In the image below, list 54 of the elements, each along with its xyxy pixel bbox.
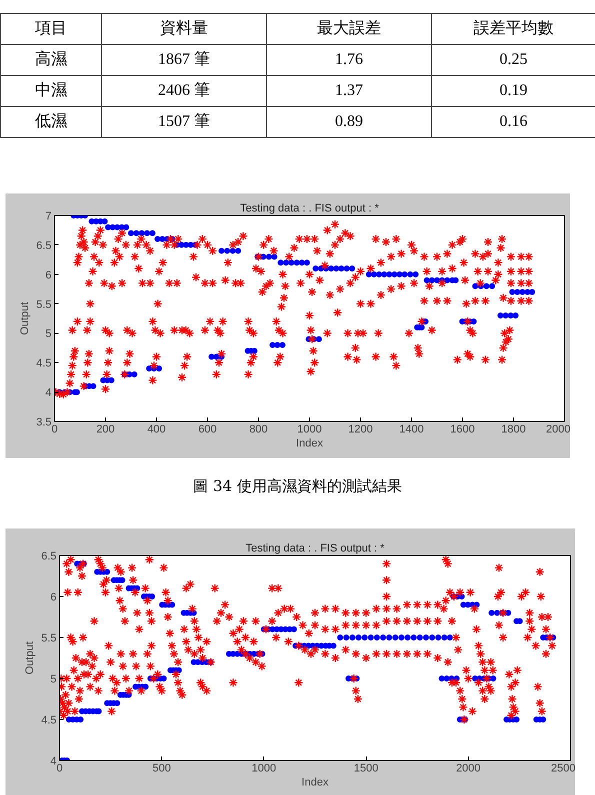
x-tick-label: 400 bbox=[147, 424, 166, 436]
y-tick-label: 6.5 bbox=[41, 550, 57, 562]
x-tick-label: 1200 bbox=[348, 424, 373, 436]
chart-title: Testing data : . FIS output : * bbox=[246, 542, 386, 554]
y-tick-label: 4 bbox=[45, 387, 52, 400]
x-tick-label: 800 bbox=[249, 424, 268, 436]
x-tick-label: 200 bbox=[96, 424, 115, 436]
y-tick-label: 5.5 bbox=[36, 298, 52, 311]
y-tick-label: 4.5 bbox=[41, 714, 57, 726]
y-tick-label: 4.5 bbox=[36, 358, 52, 370]
x-tick-label: 1800 bbox=[501, 424, 526, 436]
x-tick-label: 600 bbox=[198, 424, 217, 436]
category-label: 高濕 bbox=[35, 50, 67, 68]
y-axis-title: Output bbox=[19, 302, 32, 336]
chart-title: Testing data : . FIS output : * bbox=[240, 202, 380, 214]
x-tick-label: 1500 bbox=[354, 762, 378, 774]
x-axis-title: Index bbox=[302, 776, 329, 788]
y-tick-label: 5.5 bbox=[41, 632, 57, 644]
y-tick-label: 4 bbox=[50, 756, 57, 768]
text: 0.89 bbox=[335, 112, 363, 130]
category-label: 資料量 bbox=[102, 14, 266, 44]
x-tick-label: 500 bbox=[152, 762, 171, 774]
x-tick-label: 2000 bbox=[546, 424, 571, 436]
text: 0.25 bbox=[500, 50, 528, 68]
category-label: 低濕 bbox=[35, 112, 67, 130]
x-tick-label: 1000 bbox=[252, 762, 276, 774]
x-tick-label: 2500 bbox=[551, 762, 576, 774]
x-axis-title: Index bbox=[296, 438, 324, 450]
y-axis-title: Output bbox=[24, 641, 36, 675]
x-tick-label: 1000 bbox=[297, 424, 322, 436]
category-label: 中濕 bbox=[35, 82, 67, 99]
text: 1.37 bbox=[335, 82, 363, 99]
y-tick-label: 6 bbox=[50, 592, 57, 604]
category-label: 項目 bbox=[0, 14, 102, 44]
y-tick-label: 6.5 bbox=[36, 240, 52, 252]
text: 1.76 bbox=[335, 50, 363, 68]
category-label: 最大誤差 bbox=[266, 14, 432, 44]
text: 1867 筆 bbox=[158, 50, 210, 68]
x-tick-label: 1600 bbox=[450, 424, 475, 436]
text: 0.19 bbox=[500, 82, 528, 99]
x-tick-label: 0 bbox=[56, 762, 63, 774]
text: 2406 筆 bbox=[158, 82, 210, 99]
x-tick-label: 2000 bbox=[456, 762, 481, 774]
y-tick-label: 5 bbox=[45, 328, 52, 340]
x-tick-label: 0 bbox=[51, 424, 58, 436]
y-tick-label: 7 bbox=[45, 210, 52, 222]
y-tick-label: 6 bbox=[45, 269, 52, 282]
text: 1507 筆 bbox=[158, 112, 210, 130]
y-tick-label: 5 bbox=[50, 674, 57, 686]
category-label: 誤差平均數 bbox=[432, 14, 595, 44]
text: 0.16 bbox=[500, 112, 528, 130]
x-tick-label: 1400 bbox=[399, 424, 424, 436]
caption: 圖 34 使用高濕資料的測試結果 bbox=[192, 476, 403, 497]
y-tick-label: 3.5 bbox=[36, 416, 52, 428]
